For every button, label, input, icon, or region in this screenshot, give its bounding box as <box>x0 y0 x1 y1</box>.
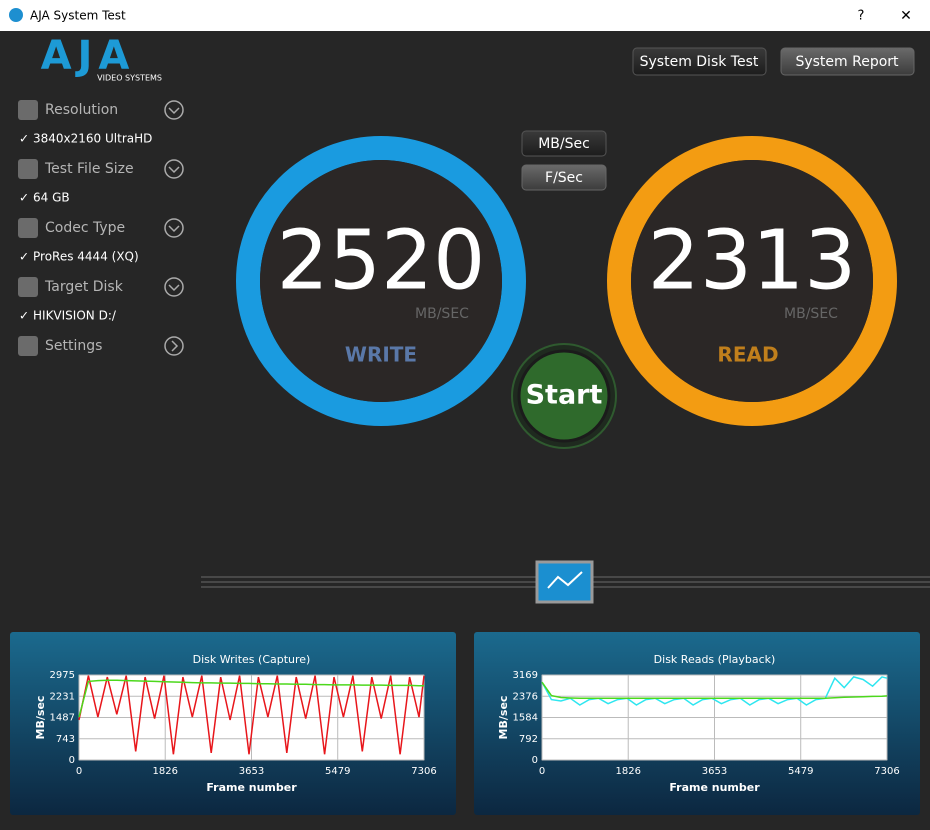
sidebar-icon <box>18 218 38 238</box>
y-tick-label: 2975 <box>50 670 75 681</box>
sidebar-chevron[interactable] <box>164 277 184 297</box>
chevron-arrow <box>168 166 180 174</box>
button-label: F/Sec <box>545 170 583 186</box>
data-line <box>78 679 424 718</box>
x-tick-label: 7306 <box>411 766 436 777</box>
sidebar-label: Test File Size <box>44 161 134 177</box>
sidebar-icon <box>18 159 38 179</box>
mbsec-button[interactable] <box>521 130 607 157</box>
sidebar-label: Target Disk <box>44 279 124 295</box>
x-tick-label: 5479 <box>788 766 813 777</box>
sidebar-icon <box>18 277 38 297</box>
title-bar <box>0 0 930 31</box>
read-gauge-face <box>631 160 873 402</box>
y-axis-label: MB/sec <box>34 696 47 740</box>
chevron-arrow <box>168 225 180 233</box>
sidebar-value: 3840x2160 UltraHD <box>33 132 152 146</box>
logo: AJA <box>41 33 136 79</box>
check: ✓ <box>19 191 29 205</box>
sidebar-chevron[interactable] <box>164 159 184 179</box>
write-value: 2520 <box>277 213 486 308</box>
data-line <box>541 681 888 700</box>
close-button[interactable]: ✕ <box>900 8 912 24</box>
chart-title: Disk Reads (Playback) <box>654 653 776 666</box>
sidebar-value: 64 GB <box>33 191 70 205</box>
sidebar: Resolution ✓ 3840x2160 UltraHD Test File Si… <box>18 100 184 356</box>
x-tick-label: 1826 <box>615 766 640 777</box>
x-tick-label: 3653 <box>702 766 727 777</box>
y-tick-label: 0 <box>532 755 538 766</box>
graph-icon <box>547 571 583 589</box>
chevron-arrow <box>168 284 180 292</box>
check: ✓ <box>19 309 29 323</box>
app-icon <box>9 8 23 22</box>
y-axis-label: MB/sec <box>497 696 510 740</box>
sidebar-chevron[interactable] <box>164 336 184 356</box>
fsec-button[interactable] <box>521 164 607 191</box>
start-label: Start <box>526 380 603 411</box>
chart-title: Disk Writes (Capture) <box>193 653 311 666</box>
button-label: System Report <box>795 54 899 70</box>
sidebar-label: Settings <box>45 338 102 354</box>
sidebar-chevron[interactable] <box>164 218 184 238</box>
sidebar-chevron[interactable] <box>164 100 184 120</box>
button-label: System Disk Test <box>640 54 759 70</box>
read-gauge-ring <box>607 136 897 426</box>
y-tick-label: 792 <box>519 734 538 745</box>
x-tick-label: 1826 <box>152 766 177 777</box>
sidebar-icon <box>18 100 38 120</box>
start-button[interactable] <box>517 349 611 443</box>
check: ✓ <box>19 250 29 264</box>
y-tick-label: 1487 <box>50 713 75 724</box>
y-tick-label: 1584 <box>513 713 538 724</box>
window-title: AJA System Test <box>30 9 126 23</box>
x-tick-label: 0 <box>76 766 82 777</box>
logo-sub: VIDEO SYSTEMS <box>97 74 162 83</box>
y-tick-label: 2376 <box>513 691 538 702</box>
write-unit: MB/SEC <box>415 306 469 322</box>
data-line <box>78 675 425 755</box>
x-tick-label: 0 <box>539 766 545 777</box>
chevron-arrow <box>168 107 180 115</box>
y-tick-label: 0 <box>69 755 75 766</box>
data-line <box>541 676 888 706</box>
y-tick-label: 743 <box>56 734 75 745</box>
x-axis-label: Frame number <box>206 781 297 794</box>
sidebar-label: Resolution <box>45 102 118 118</box>
sidebar-value: ProRes 4444 (XQ) <box>33 250 139 264</box>
read-unit: MB/SEC <box>784 306 838 322</box>
chevron-arrow <box>171 340 179 352</box>
check: ✓ <box>19 132 29 146</box>
x-tick-label: 7306 <box>874 766 899 777</box>
help-button[interactable]: ? <box>858 9 865 24</box>
write-gauge-ring <box>236 136 526 426</box>
x-tick-label: 5479 <box>325 766 350 777</box>
y-tick-label: 3169 <box>513 670 538 681</box>
write-gauge-face <box>260 160 502 402</box>
read-label: READ <box>717 343 778 367</box>
x-tick-label: 3653 <box>239 766 264 777</box>
y-tick-label: 2231 <box>50 691 75 702</box>
sidebar-label: Codec Type <box>45 220 125 236</box>
system-report-button[interactable] <box>780 47 915 76</box>
x-axis-label: Frame number <box>669 781 760 794</box>
system-disk-test-button[interactable] <box>632 47 767 76</box>
read-value: 2313 <box>648 213 857 308</box>
button-label: MB/Sec <box>538 136 590 152</box>
sidebar-value: HIKVISION D:/ <box>33 309 117 323</box>
sidebar-icon <box>18 336 38 356</box>
write-label: WRITE <box>345 343 417 367</box>
